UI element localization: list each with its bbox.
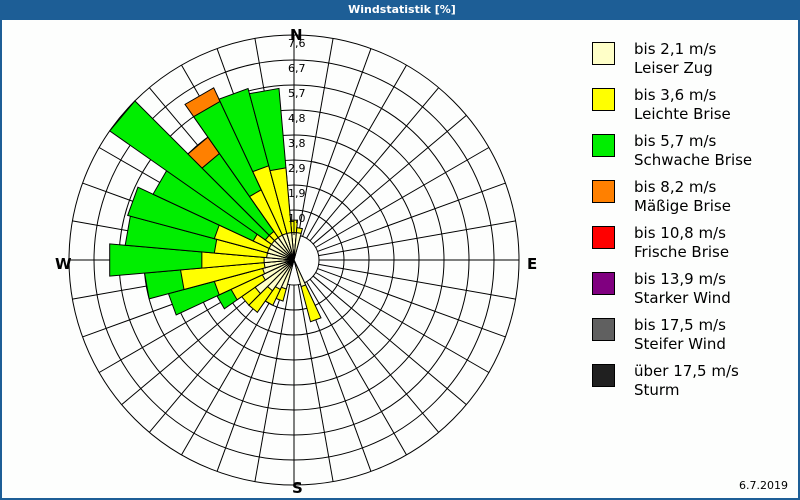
wind-rose-chart: 1,0 1,9 2,9 3,8 4,8 5,7 6,7 7,6 — [68, 34, 520, 486]
svg-text:1,9: 1,9 — [288, 187, 306, 200]
legend-swatch — [592, 88, 615, 111]
svg-text:7,6: 7,6 — [288, 37, 306, 50]
ring-labels: 1,0 1,9 2,9 3,8 4,8 5,7 6,7 7,6 — [288, 37, 306, 225]
legend-label: über 17,5 m/s Sturm — [634, 362, 739, 399]
svg-text:4,8: 4,8 — [288, 112, 306, 125]
window-title: Windstatistik [%] — [2, 0, 800, 20]
legend-swatch — [592, 272, 615, 295]
compass-south-label: S — [292, 479, 303, 497]
legend-label: bis 2,1 m/s Leiser Zug — [634, 40, 717, 77]
legend-label: bis 8,2 m/s Mäßige Brise — [634, 178, 731, 215]
date-label: 6.7.2019 — [739, 479, 788, 492]
legend-swatch — [592, 226, 615, 249]
svg-text:3,8: 3,8 — [288, 137, 306, 150]
petal-segment — [293, 232, 302, 261]
petal-segment — [286, 232, 295, 261]
compass-east-label: E — [527, 255, 538, 273]
legend-label: bis 5,7 m/s Schwache Brise — [634, 132, 753, 169]
legend-swatch — [592, 134, 615, 157]
legend-label: bis 3,6 m/s Leichte Brise — [634, 86, 731, 123]
petal-segment — [293, 259, 307, 288]
legend-swatch — [592, 42, 615, 65]
legend-swatch — [592, 318, 615, 341]
legend-swatch — [592, 180, 615, 203]
compass-north-label: N — [290, 26, 303, 44]
svg-text:2,9: 2,9 — [288, 162, 306, 175]
svg-text:5,7: 5,7 — [288, 87, 306, 100]
compass-west-label: W — [55, 255, 72, 273]
legend-label: bis 13,9 m/s Starker Wind — [634, 270, 731, 307]
legend-label: bis 10,8 m/s Frische Brise — [634, 224, 730, 261]
wind-petals — [108, 87, 322, 323]
svg-text:1,0: 1,0 — [288, 212, 306, 225]
legend-label: bis 17,5 m/s Steifer Wind — [634, 316, 726, 353]
svg-text:6,7: 6,7 — [288, 62, 306, 75]
legend-swatch — [592, 364, 615, 387]
